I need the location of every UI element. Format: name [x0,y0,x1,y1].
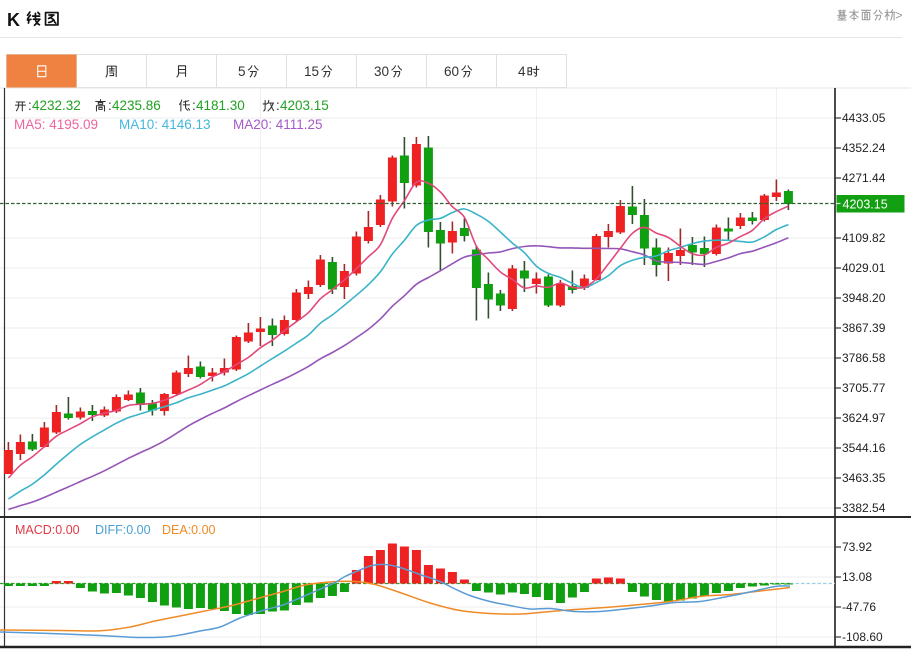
svg-text:4203.15: 4203.15 [280,98,329,113]
svg-text:4232.32: 4232.32 [32,98,81,113]
svg-text:4203.15: 4203.15 [843,198,888,212]
svg-text:3867.39: 3867.39 [842,321,886,335]
svg-text:4109.82: 4109.82 [842,231,886,245]
svg-text:3705.77: 3705.77 [842,381,886,395]
svg-text:MA20: 4111.25: MA20: 4111.25 [233,117,323,132]
svg-text:13.08: 13.08 [842,570,872,584]
svg-text::: : [108,98,112,113]
svg-text:73.92: 73.92 [842,540,872,554]
svg-text:>: > [895,9,902,23]
svg-text:3948.20: 3948.20 [842,291,886,305]
svg-text:4352.24: 4352.24 [842,141,886,155]
svg-text:3382.54: 3382.54 [842,501,886,515]
svg-text:4271.44: 4271.44 [842,171,886,185]
svg-text:-108.60: -108.60 [842,630,883,644]
svg-text::: : [192,98,196,113]
svg-text:DEA:0.00: DEA:0.00 [162,523,216,537]
svg-text::: : [28,98,32,113]
svg-text:4029.01: 4029.01 [842,261,886,275]
svg-text:DIFF:0.00: DIFF:0.00 [95,523,151,537]
svg-text:3463.35: 3463.35 [842,471,886,485]
svg-text:3544.16: 3544.16 [842,441,886,455]
svg-text:MACD:0.00: MACD:0.00 [15,523,80,537]
svg-text:5: 5 [238,64,246,79]
svg-text:15: 15 [304,64,319,79]
svg-text:K: K [7,10,20,30]
svg-text:MA10: 4146.13: MA10: 4146.13 [119,117,211,132]
svg-text::: : [276,98,280,113]
svg-text:30: 30 [374,64,389,79]
svg-text:4181.30: 4181.30 [196,98,245,113]
svg-text:MA5: 4195.09: MA5: 4195.09 [14,117,98,132]
svg-text:3786.58: 3786.58 [842,351,886,365]
svg-text:4433.05: 4433.05 [842,111,886,125]
svg-text:60: 60 [444,64,459,79]
svg-text:4235.86: 4235.86 [112,98,161,113]
svg-text:4: 4 [518,64,526,79]
svg-text:-47.76: -47.76 [842,600,876,614]
svg-text:3624.97: 3624.97 [842,411,886,425]
